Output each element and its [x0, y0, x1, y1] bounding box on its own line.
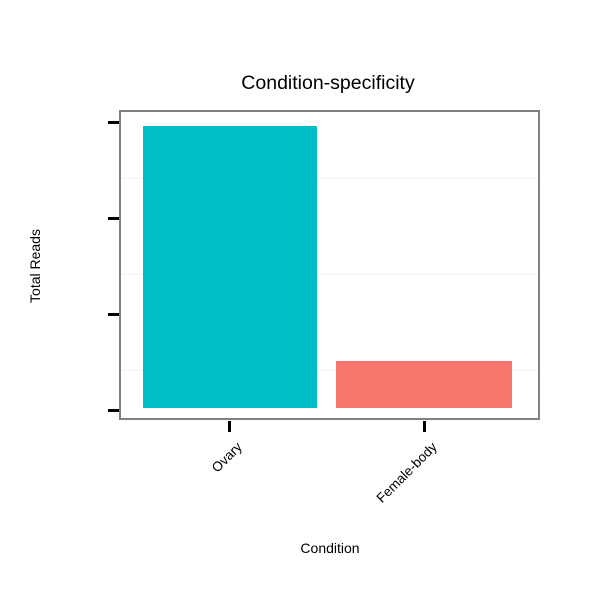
plot-panel-inner: [121, 112, 538, 418]
y-tick-mark-2: [108, 313, 119, 316]
x-tick-mark-female-body: [423, 421, 426, 432]
gridline-minor-1: [121, 369, 538, 371]
gridline-minor-3: [121, 273, 538, 275]
bar-female-body: [336, 361, 512, 408]
y-tick-mark-4: [108, 217, 119, 220]
x-tick-label-female-body: Female-body: [373, 439, 440, 506]
y-tick-mark-0: [108, 409, 119, 412]
x-tick-label-ovary: Ovary: [208, 439, 245, 476]
gridline-minor-5: [121, 177, 538, 179]
bar-ovary: [143, 126, 317, 408]
x-axis-title: Condition: [300, 540, 360, 556]
chart-title: Condition-specificity: [241, 72, 415, 94]
y-axis-title: Total Reads: [27, 229, 43, 303]
y-tick-mark-6: [108, 121, 119, 124]
x-tick-mark-ovary: [228, 421, 231, 432]
plot-panel: [119, 110, 540, 420]
